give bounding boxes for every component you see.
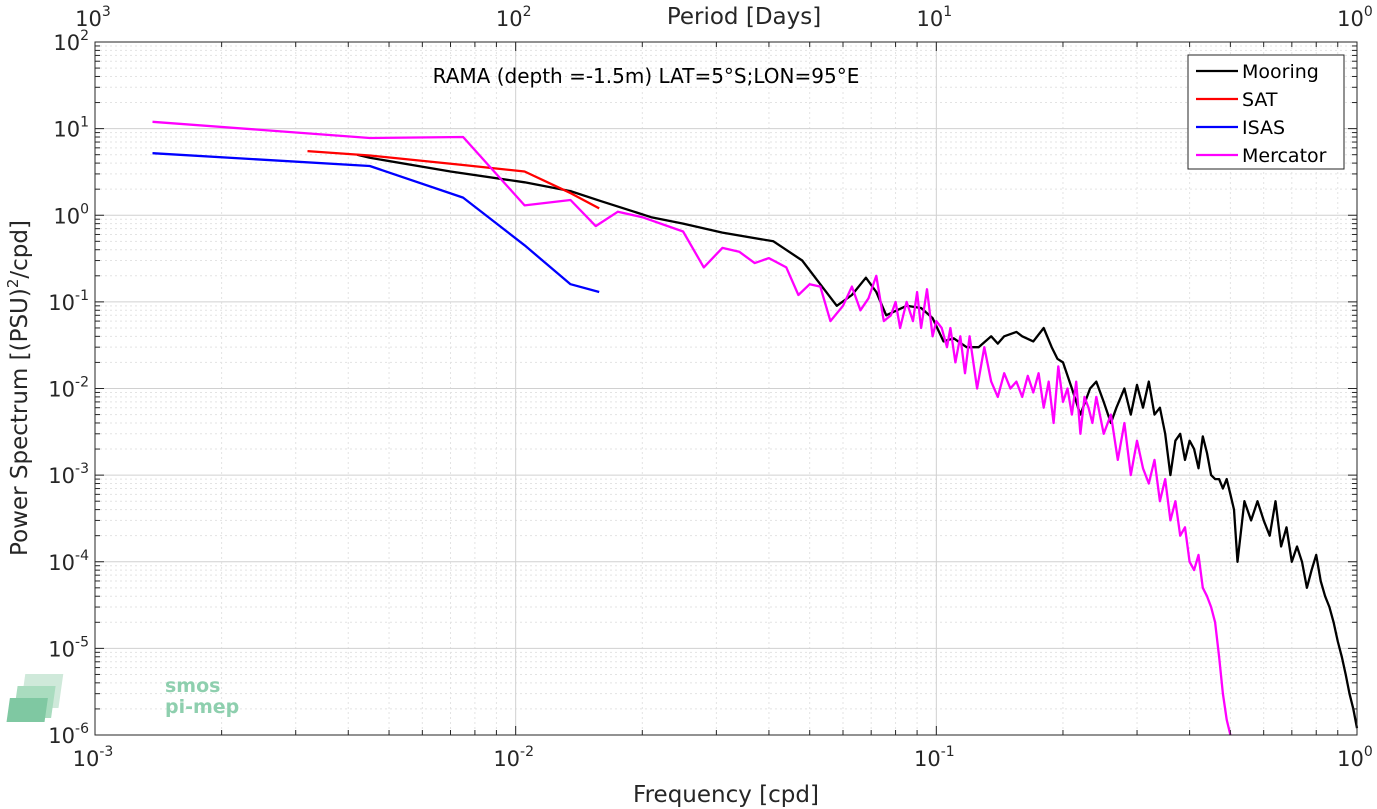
- y-tick-label: 101: [53, 115, 89, 142]
- x-tick-label: 10-2: [493, 744, 534, 771]
- y-tick-label: 102: [53, 28, 89, 55]
- y-tick-label: 10-4: [48, 548, 89, 575]
- legend-label-mercator: Mercator: [1242, 145, 1327, 167]
- y-axis-title-main: Power Spectrum [(PSU): [7, 288, 33, 556]
- y-tick-label: 10-1: [48, 288, 89, 315]
- y-tick-labels: 10-6 10-5 10-4 10-3 10-2 10-1 100 101 102: [48, 28, 89, 748]
- legend: Mooring SAT ISAS Mercator: [1187, 54, 1345, 170]
- legend-box: [1187, 54, 1345, 170]
- top-tick-label: 102: [496, 4, 532, 31]
- x-tick-labels: 10-3 10-2 10-1 100: [73, 744, 1373, 771]
- y-tick-label: 10-2: [48, 375, 89, 402]
- top-axis-title: Period [Days]: [667, 4, 821, 30]
- tick-marks: [94, 42, 1357, 736]
- y-axis-title: Power Spectrum [(PSU)2/cpd]: [4, 220, 33, 556]
- logo-text-line1: smos: [165, 675, 220, 697]
- top-tick-label: 100: [1337, 4, 1373, 31]
- series-line-mercator: [152, 120, 1232, 736]
- smos-pi-mep-logo: smos pi-mep: [6, 674, 239, 722]
- legend-label-mooring: Mooring: [1242, 61, 1319, 83]
- series-lines: [152, 120, 1359, 736]
- x-axis-title: Frequency [cpd]: [633, 782, 819, 808]
- top-tick-label: 103: [75, 4, 111, 31]
- y-tick-label: 10-5: [48, 634, 89, 661]
- legend-label-sat: SAT: [1242, 89, 1278, 111]
- series-line-mooring: [356, 153, 1359, 729]
- x-tick-label: 100: [1337, 744, 1373, 771]
- y-tick-label: 10-3: [48, 461, 89, 488]
- logo-text-line2: pi-mep: [165, 696, 239, 718]
- top-tick-label: 101: [917, 4, 953, 31]
- x-tick-label: 10-3: [73, 744, 114, 771]
- y-axis-title-tail: /cpd]: [7, 220, 33, 279]
- x-tick-label: 10-1: [914, 744, 955, 771]
- legend-label-isas: ISAS: [1242, 117, 1285, 139]
- plot-annotation: RAMA (depth =-1.5m) LAT=5°S;LON=95°E: [433, 64, 860, 88]
- top-tick-labels: 103 102 101 100: [75, 4, 1373, 31]
- y-axis-title-sup: 2: [4, 279, 22, 289]
- series-line-sat: [307, 149, 600, 210]
- y-tick-label: 100: [53, 201, 89, 228]
- series-line-isas: [152, 152, 600, 294]
- y-tick-label: 10-6: [48, 721, 89, 748]
